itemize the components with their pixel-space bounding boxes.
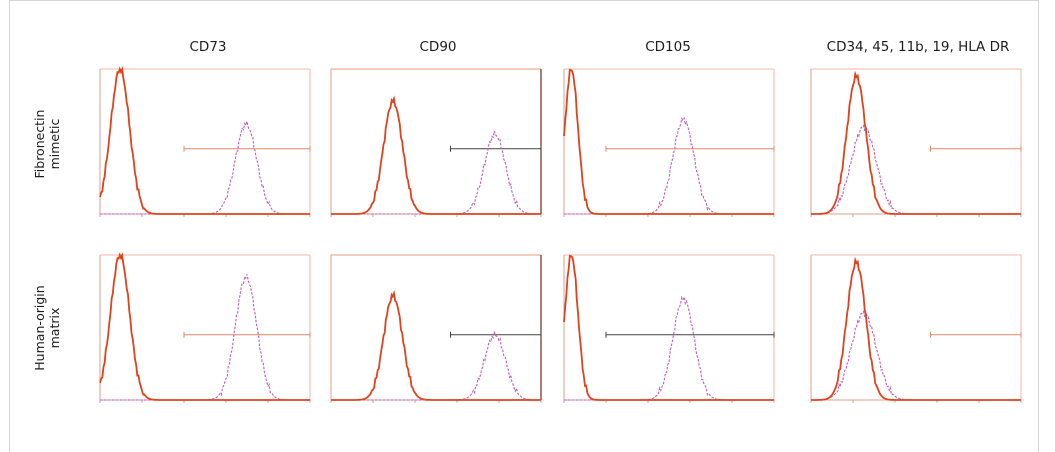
row-label-line: Human-origin xyxy=(32,285,47,371)
row-label-human-origin-matrix: Human-origin matrix xyxy=(32,263,62,393)
control-histogram xyxy=(563,68,774,215)
histogram-svg xyxy=(810,68,1022,217)
marker-histogram xyxy=(564,116,774,215)
flow-cytometry-figure: CD73 CD90 CD105 CD34, 45, 11b, 19, HLA D… xyxy=(9,0,1039,452)
row-label-line: mimetic xyxy=(47,118,62,170)
column-title-cd73: CD73 xyxy=(189,39,227,55)
histogram-svg xyxy=(330,254,542,403)
column-title-negative-markers: CD34, 45, 11b, 19, HLA DR xyxy=(826,39,1010,55)
control-histogram xyxy=(331,95,541,215)
histogram-svg xyxy=(810,254,1022,403)
control-histogram xyxy=(811,70,1021,215)
marker-histogram xyxy=(331,130,541,215)
row-label-line: Fibronectin xyxy=(32,109,47,179)
marker-histogram xyxy=(564,295,774,401)
histogram-panel xyxy=(803,65,1023,225)
histogram-panel xyxy=(323,65,543,225)
control-histogram xyxy=(99,66,310,215)
histogram-panel xyxy=(92,251,312,411)
histogram-svg xyxy=(330,68,542,217)
histogram-panel xyxy=(92,65,312,225)
marker-histogram xyxy=(100,119,310,215)
histogram-svg xyxy=(563,68,775,217)
control-histogram xyxy=(99,252,310,401)
row-label-fibronectin-mimetic: Fibronectin mimetic xyxy=(32,79,62,209)
histogram-panel xyxy=(556,251,776,411)
histogram-svg xyxy=(99,252,311,403)
histogram-svg xyxy=(99,66,311,217)
marker-histogram xyxy=(331,331,541,401)
column-title-cd90: CD90 xyxy=(419,39,457,55)
histogram-panel xyxy=(323,251,543,411)
histogram-panel xyxy=(556,65,776,225)
row-label-line: matrix xyxy=(47,307,62,349)
histogram-svg xyxy=(563,254,775,403)
histogram-panel xyxy=(803,251,1023,411)
control-histogram xyxy=(811,256,1021,401)
control-histogram xyxy=(563,254,774,401)
column-title-cd105: CD105 xyxy=(645,39,691,55)
control-histogram xyxy=(331,290,541,401)
